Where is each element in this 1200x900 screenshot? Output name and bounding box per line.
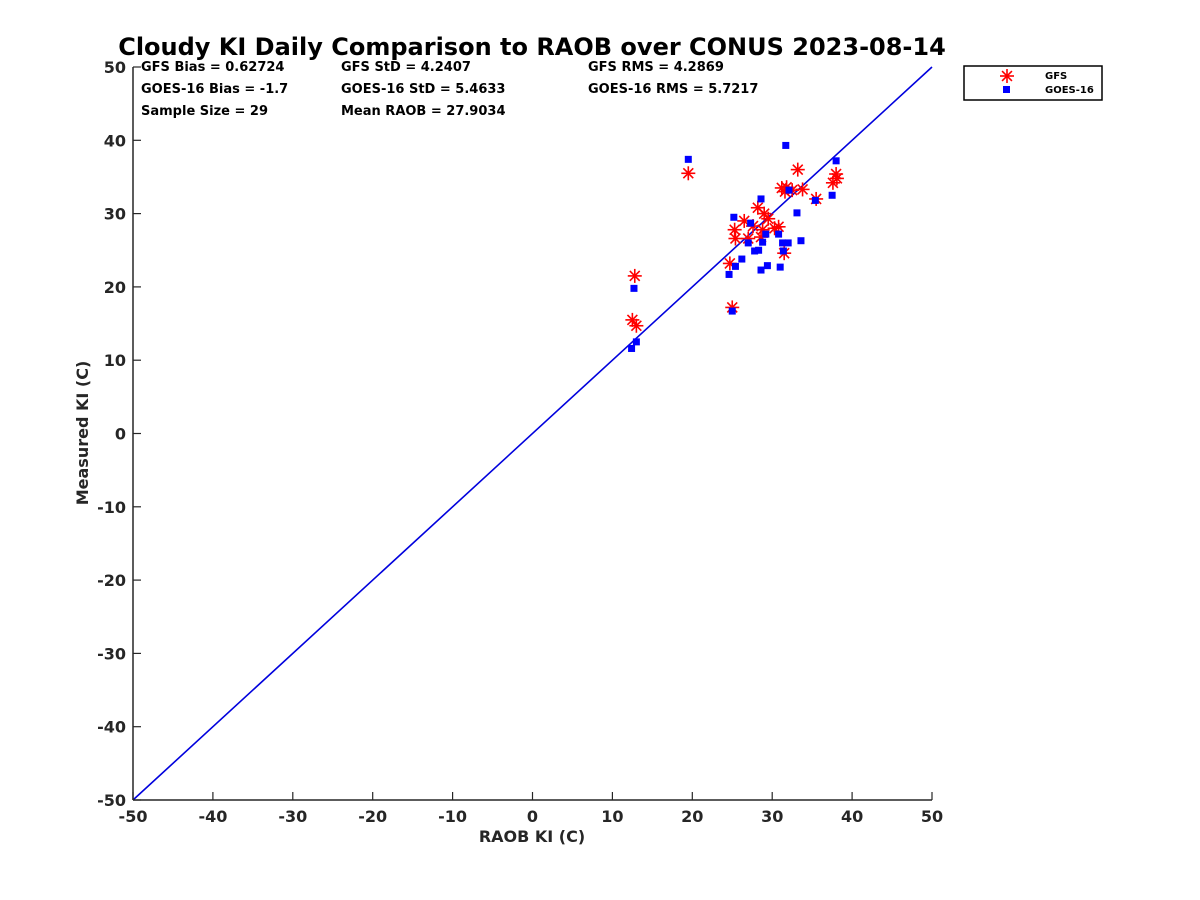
x-tick-label: 0	[527, 807, 538, 826]
x-tick-label: -50	[119, 807, 148, 826]
data-point-goes16	[684, 155, 692, 163]
y-tick-label: -20	[97, 571, 126, 590]
stat-text: GOES-16 StD = 5.4633	[341, 82, 505, 97]
data-point-gfs	[761, 211, 776, 226]
data-point-goes16	[779, 247, 787, 255]
data-point-gfs	[829, 171, 844, 186]
stat-text: GFS Bias = 0.62724	[141, 60, 284, 75]
legend-goes16-square-icon	[1003, 86, 1010, 93]
data-point-gfs	[681, 166, 696, 181]
data-point-goes16	[755, 246, 763, 254]
y-tick-label: 40	[104, 131, 126, 150]
data-point-goes16	[731, 262, 739, 270]
stat-text: GFS RMS = 4.2869	[588, 60, 724, 75]
x-tick-label: 10	[601, 807, 623, 826]
legend: GFS GOES-16	[963, 65, 1103, 101]
data-point-goes16	[763, 262, 771, 270]
legend-gfs-asterisk-glyph	[1000, 69, 1014, 83]
data-point-goes16	[747, 219, 755, 227]
x-tick-label: 50	[921, 807, 943, 826]
data-point-goes16	[628, 344, 636, 352]
y-tick-label: 0	[115, 425, 126, 444]
data-point-gfs	[795, 182, 810, 197]
data-point-goes16	[793, 209, 801, 217]
data-point-gfs	[728, 231, 743, 246]
data-point-goes16	[725, 270, 733, 278]
data-point-goes16	[785, 186, 793, 194]
x-axis-label: RAOB KI (C)	[479, 827, 585, 846]
data-point-goes16	[762, 230, 770, 238]
data-point-goes16	[782, 141, 790, 149]
legend-gfs-asterisk-icon	[1000, 69, 1014, 83]
x-tick-label: -40	[198, 807, 227, 826]
x-tick-label: -30	[278, 807, 307, 826]
y-tick-label: 10	[104, 351, 126, 370]
y-tick-label: 30	[104, 205, 126, 224]
y-tick-label: -30	[97, 644, 126, 663]
data-point-goes16	[728, 307, 736, 315]
stat-text: GOES-16 RMS = 5.7217	[588, 82, 758, 97]
y-tick-label: -50	[97, 791, 126, 810]
data-point-gfs	[771, 219, 786, 234]
data-point-goes16	[757, 195, 765, 203]
stat-text: GFS StD = 4.2407	[341, 60, 471, 75]
plot-area	[132, 66, 933, 801]
x-tick-label: 30	[761, 807, 783, 826]
one-to-one-line	[132, 66, 933, 801]
y-tick-label: 50	[104, 58, 126, 77]
data-point-goes16	[776, 263, 784, 271]
y-tick-label: -10	[97, 498, 126, 517]
data-point-goes16	[797, 237, 805, 245]
chart-title: Cloudy KI Daily Comparison to RAOB over …	[118, 33, 946, 61]
data-point-goes16	[759, 238, 767, 246]
data-point-goes16	[811, 196, 819, 204]
y-axis-label: Measured KI (C)	[73, 361, 92, 506]
data-point-goes16	[757, 266, 765, 274]
data-point-goes16	[832, 157, 840, 165]
data-point-goes16	[751, 247, 759, 255]
data-point-goes16	[630, 284, 638, 292]
data-point-goes16	[779, 239, 787, 247]
axes: -50 -40 -30 -20 -10 0 10 20 30 40 50 -50 -40 -30 -20 -1…	[97, 58, 943, 826]
data-point-goes16	[744, 239, 752, 247]
x-tick-label: 40	[841, 807, 863, 826]
data-point-goes16	[730, 213, 738, 221]
x-tick-label: -10	[438, 807, 467, 826]
y-tick-label: 20	[104, 278, 126, 297]
data-point-gfs	[629, 318, 644, 333]
data-point-gfs	[627, 268, 642, 283]
legend-gfs-label: GFS	[1045, 71, 1067, 82]
stat-text: Mean RAOB = 27.9034	[341, 104, 506, 119]
legend-goes16-label: GOES-16	[1045, 85, 1094, 96]
data-point-goes16	[828, 191, 836, 199]
data-point-goes16	[784, 239, 792, 247]
x-tick-label: 20	[681, 807, 703, 826]
data-point-goes16	[632, 338, 640, 346]
x-tick-label: -20	[358, 807, 387, 826]
data-point-gfs	[790, 162, 805, 177]
stat-text: Sample Size = 29	[141, 104, 268, 119]
data-point-goes16	[775, 230, 783, 238]
data-point-goes16	[738, 255, 746, 263]
y-tick-label: -40	[97, 718, 126, 737]
legend-box	[963, 65, 1103, 101]
series-goes-16	[628, 141, 840, 352]
stat-text: GOES-16 Bias = -1.7	[141, 82, 288, 97]
stats-box: GFS Bias = 0.62724 GFS StD = 4.2407 GFS RM…	[141, 60, 758, 119]
